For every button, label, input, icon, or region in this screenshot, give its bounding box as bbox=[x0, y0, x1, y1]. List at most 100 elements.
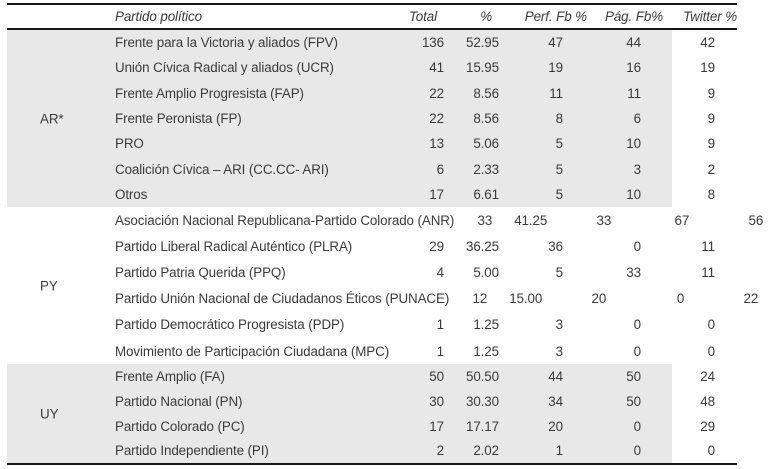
perf-fb-cell: 8 bbox=[555, 111, 563, 127]
twitter-cell: 2 bbox=[707, 161, 715, 177]
total-cell: 17 bbox=[429, 186, 444, 202]
twitter-cell: 0 bbox=[707, 317, 715, 333]
total-cell: 13 bbox=[429, 136, 444, 152]
table-row: Partido Patria Querida (PPQ) 4 5.00 5 33… bbox=[7, 259, 737, 285]
pag-fb-cell: 0 bbox=[633, 238, 641, 254]
total-cell: 29 bbox=[429, 238, 444, 254]
perf-fb-cell: 34 bbox=[548, 393, 563, 409]
table-row: PRO 13 5.06 5 10 9 bbox=[7, 131, 737, 156]
percent-cell: 52.95 bbox=[465, 35, 499, 51]
percent-cell: 15.00 bbox=[509, 291, 543, 307]
table-row: Unión Cívica Radical y aliados (UCR) 41 … bbox=[7, 55, 737, 80]
percent-cell: 36.25 bbox=[465, 238, 499, 254]
percent-cell: 41.25 bbox=[514, 212, 548, 228]
total-cell: 30 bbox=[429, 393, 444, 409]
header-party: Partido político bbox=[115, 9, 202, 24]
pag-fb-cell: 33 bbox=[626, 265, 641, 281]
party-name: Partido Unión Nacional de Ciudadanos Éti… bbox=[115, 291, 450, 307]
perf-fb-cell: 5 bbox=[555, 265, 563, 281]
total-cell: 4 bbox=[436, 265, 444, 281]
percent-cell: 50.50 bbox=[465, 369, 499, 385]
pag-fb-cell: 0 bbox=[633, 443, 641, 459]
twitter-cell: 42 bbox=[700, 35, 715, 51]
percent-cell: 5.06 bbox=[473, 136, 499, 152]
pag-fb-cell: 10 bbox=[626, 186, 641, 202]
twitter-cell: 29 bbox=[700, 418, 715, 434]
perf-fb-cell: 47 bbox=[548, 35, 563, 51]
total-cell: 1 bbox=[436, 343, 444, 359]
header-perf-fb: Perf. Fb % bbox=[524, 9, 587, 24]
twitter-cell: 19 bbox=[700, 60, 715, 76]
table-row: Partido Nacional (PN) 30 30.30 34 50 48 bbox=[7, 389, 737, 414]
pag-fb-cell: 11 bbox=[627, 85, 641, 101]
perf-fb-cell: 20 bbox=[591, 291, 607, 307]
total-cell: 12 bbox=[472, 291, 488, 307]
percent-cell: 17.17 bbox=[465, 418, 499, 434]
table-row: Frente Amplio Progresista (FAP) 22 8.56 … bbox=[7, 81, 737, 106]
perf-fb-cell: 19 bbox=[548, 60, 563, 76]
total-cell: 6 bbox=[436, 161, 444, 177]
party-name: Partido Democrático Progresista (PDP) bbox=[115, 317, 345, 333]
table-row: Frente Peronista (FP) 22 8.56 8 6 9 bbox=[7, 106, 737, 131]
party-name: Coalición Cívica – ARI (CC.CC- ARI) bbox=[115, 161, 329, 177]
pag-fb-cell: 0 bbox=[633, 418, 641, 434]
table-row: Asociación Nacional Republicana-Partido … bbox=[7, 207, 763, 233]
party-name: Partido Liberal Radical Auténtico (PLRA) bbox=[115, 238, 353, 254]
party-name: Unión Cívica Radical y aliados (UCR) bbox=[115, 60, 334, 76]
table-row: Frente Amplio (FA) 50 50.50 44 50 24 bbox=[7, 364, 737, 389]
twitter-cell: 22 bbox=[743, 291, 759, 307]
perf-fb-cell: 11 bbox=[549, 85, 563, 101]
pag-fb-cell: 67 bbox=[674, 212, 690, 228]
country-code: AR* bbox=[40, 111, 64, 127]
percent-cell: 15.95 bbox=[465, 60, 499, 76]
pag-fb-cell: 0 bbox=[676, 291, 685, 307]
table-row: Partido Colorado (PC) 17 17.17 20 0 29 bbox=[7, 414, 737, 439]
total-cell: 136 bbox=[421, 35, 444, 51]
pag-fb-cell: 16 bbox=[626, 60, 641, 76]
table-row: Partido Independiente (PI) 2 2.02 1 0 0 bbox=[7, 438, 737, 463]
table-row: Otros 17 6.61 5 10 8 bbox=[7, 182, 737, 207]
perf-fb-cell: 36 bbox=[548, 238, 563, 254]
header-twitter: Twitter % bbox=[683, 9, 737, 24]
perf-fb-cell: 5 bbox=[555, 161, 563, 177]
twitter-cell: 48 bbox=[700, 393, 715, 409]
total-cell: 50 bbox=[429, 369, 444, 385]
political-parties-table: Partido político Total % Perf. Fb % Pág.… bbox=[7, 3, 763, 466]
total-cell: 17 bbox=[429, 418, 444, 434]
percent-cell: 6.61 bbox=[473, 186, 499, 202]
party-name: Partido Patria Querida (PPQ) bbox=[115, 265, 286, 281]
table-row: Movimiento de Participación Ciudadana (M… bbox=[7, 338, 737, 364]
perf-fb-cell: 3 bbox=[555, 343, 563, 359]
perf-fb-cell: 5 bbox=[555, 136, 563, 152]
table-row: Frente para la Victoria y aliados (FPV) … bbox=[7, 30, 737, 55]
party-name: PRO bbox=[115, 136, 144, 152]
header-percent: % bbox=[480, 9, 492, 24]
party-name: Frente Peronista (FP) bbox=[115, 111, 242, 127]
twitter-cell: 0 bbox=[707, 343, 715, 359]
twitter-cell: 11 bbox=[701, 265, 715, 281]
table-row: Partido Unión Nacional de Ciudadanos Éti… bbox=[7, 286, 758, 312]
pag-fb-cell: 44 bbox=[626, 35, 641, 51]
pag-fb-cell: 6 bbox=[633, 111, 641, 127]
total-cell: 22 bbox=[429, 111, 444, 127]
header-total: Total bbox=[408, 9, 437, 24]
party-name: Movimiento de Participación Ciudadana (M… bbox=[115, 343, 390, 359]
twitter-cell: 9 bbox=[707, 136, 715, 152]
party-name: Partido Independiente (PI) bbox=[115, 443, 269, 459]
pag-fb-cell: 50 bbox=[626, 393, 641, 409]
perf-fb-cell: 3 bbox=[555, 317, 563, 333]
perf-fb-cell: 1 bbox=[555, 443, 563, 459]
party-name: Partido Nacional (PN) bbox=[115, 393, 243, 409]
header-pag-fb: Pág. Fb% bbox=[605, 9, 663, 24]
section-argentina: AR* Frente para la Victoria y aliados (F… bbox=[7, 30, 737, 208]
pag-fb-cell: 0 bbox=[633, 343, 641, 359]
pag-fb-cell: 0 bbox=[633, 317, 641, 333]
party-name: Frente para la Victoria y aliados (FPV) bbox=[115, 35, 338, 51]
percent-cell: 1.25 bbox=[473, 343, 499, 359]
percent-cell: 1.25 bbox=[473, 317, 499, 333]
table-row: Coalición Cívica – ARI (CC.CC- ARI) 6 2.… bbox=[7, 156, 737, 181]
total-cell: 33 bbox=[477, 212, 493, 228]
party-name: Asociación Nacional Republicana-Partido … bbox=[115, 212, 455, 228]
top-rule bbox=[7, 3, 737, 5]
percent-cell: 2.02 bbox=[473, 443, 499, 459]
